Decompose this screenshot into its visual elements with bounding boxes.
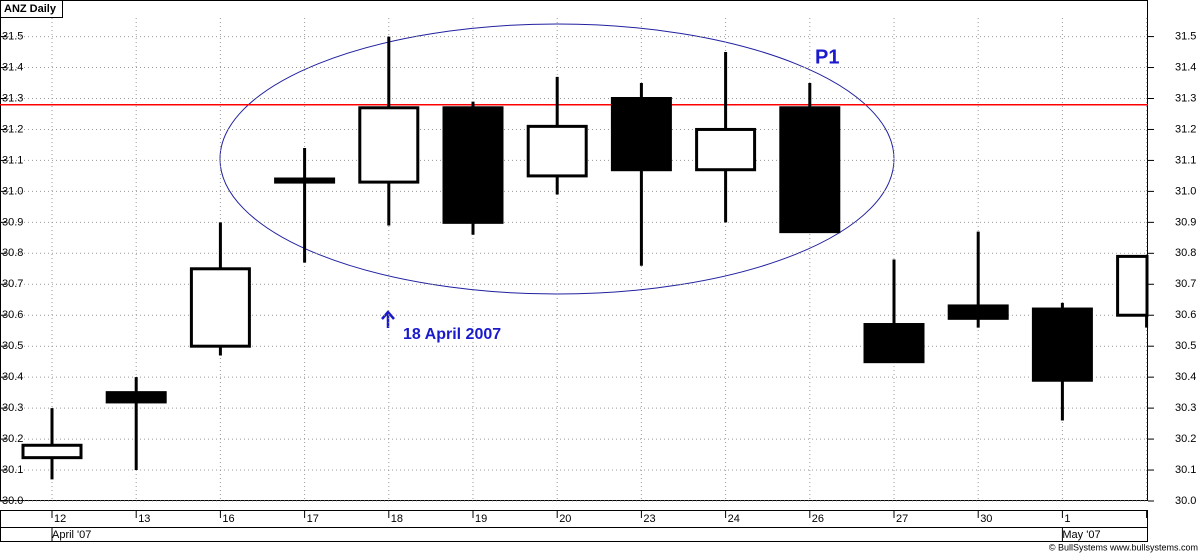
y-tick-label: 31.4 [1175,61,1196,73]
y-tick-label: 30.3 [2,402,23,414]
candle-body [105,391,167,404]
x-tick-label: 17 [307,513,319,525]
y-tick-label: 30.8 [1175,247,1196,259]
annotation: 18 April 2007 [403,326,501,343]
candle-body [610,97,672,172]
y-tick-label: 31.2 [1175,123,1196,135]
y-tick-label: 31.3 [2,92,23,104]
y-tick-label: 30.6 [1175,309,1196,321]
y-tick-label: 31.1 [1175,154,1196,166]
x-tick-label: 1 [1064,513,1070,525]
candle-body [526,124,588,178]
x-tick-label: 20 [559,513,571,525]
y-tick-label: 31.0 [1175,185,1196,197]
x-tick-label: 12 [54,513,66,525]
y-tick-label: 30.9 [2,216,23,228]
annotation: P1 [815,46,839,68]
plot-frame [0,0,1148,501]
y-tick-label: 30.5 [1175,340,1196,352]
candle-body [442,106,504,224]
candle-body [274,177,336,184]
month-label: May '07 [1062,529,1100,541]
y-tick-label: 30.7 [2,278,23,290]
candle-body [1116,254,1149,317]
x-tick-label: 13 [138,513,150,525]
candle-body [779,106,841,234]
month-label: April '07 [52,529,91,541]
x-tick-label: 16 [222,513,234,525]
candle-body [695,127,757,172]
y-tick-label: 31.0 [2,185,23,197]
y-tick-label: 30.1 [2,464,23,476]
chart-title: ANZ Daily [4,3,57,15]
y-tick-label: 31.3 [1175,92,1196,104]
x-axis-frame [0,510,1148,542]
y-tick-label: 31.1 [2,154,23,166]
y-tick-label: 30.2 [1175,433,1196,445]
x-tick-label: 27 [896,513,908,525]
x-tick-label: 19 [475,513,487,525]
y-tick-label: 31.5 [1175,30,1196,42]
y-tick-label: 30.6 [2,309,23,321]
y-tick-label: 30.5 [2,340,23,352]
y-tick-label: 30.2 [2,433,23,445]
y-tick-label: 30.1 [1175,464,1196,476]
x-tick-label: 18 [391,513,403,525]
y-tick-label: 30.9 [1175,216,1196,228]
candle-body [189,267,251,348]
annotation-arrow [381,310,395,328]
title-box [0,0,63,18]
y-tick-label: 31.2 [2,123,23,135]
x-tick-label: 24 [728,513,740,525]
y-tick-label: 30.8 [2,247,23,259]
y-tick-label: 30.4 [1175,371,1196,383]
y-tick-label: 30.4 [2,371,23,383]
y-tick-label: 31.5 [2,30,23,42]
candle-body [21,443,83,460]
y-tick-label: 30.3 [1175,402,1196,414]
candle-body [358,106,420,184]
footer: © BullSystems www.bullsystems.com [1049,542,1198,552]
candle-body [947,304,1009,320]
x-tick-label: 23 [643,513,655,525]
candle-body [1031,307,1093,382]
candle-body [863,323,925,364]
y-tick-label: 30.0 [1175,495,1196,507]
x-tick-label: 30 [980,513,992,525]
y-tick-label: 31.4 [2,61,23,73]
x-tick-label: 26 [812,513,824,525]
y-tick-label: 30.7 [1175,278,1196,290]
y-tick-label: 30.0 [2,495,23,507]
